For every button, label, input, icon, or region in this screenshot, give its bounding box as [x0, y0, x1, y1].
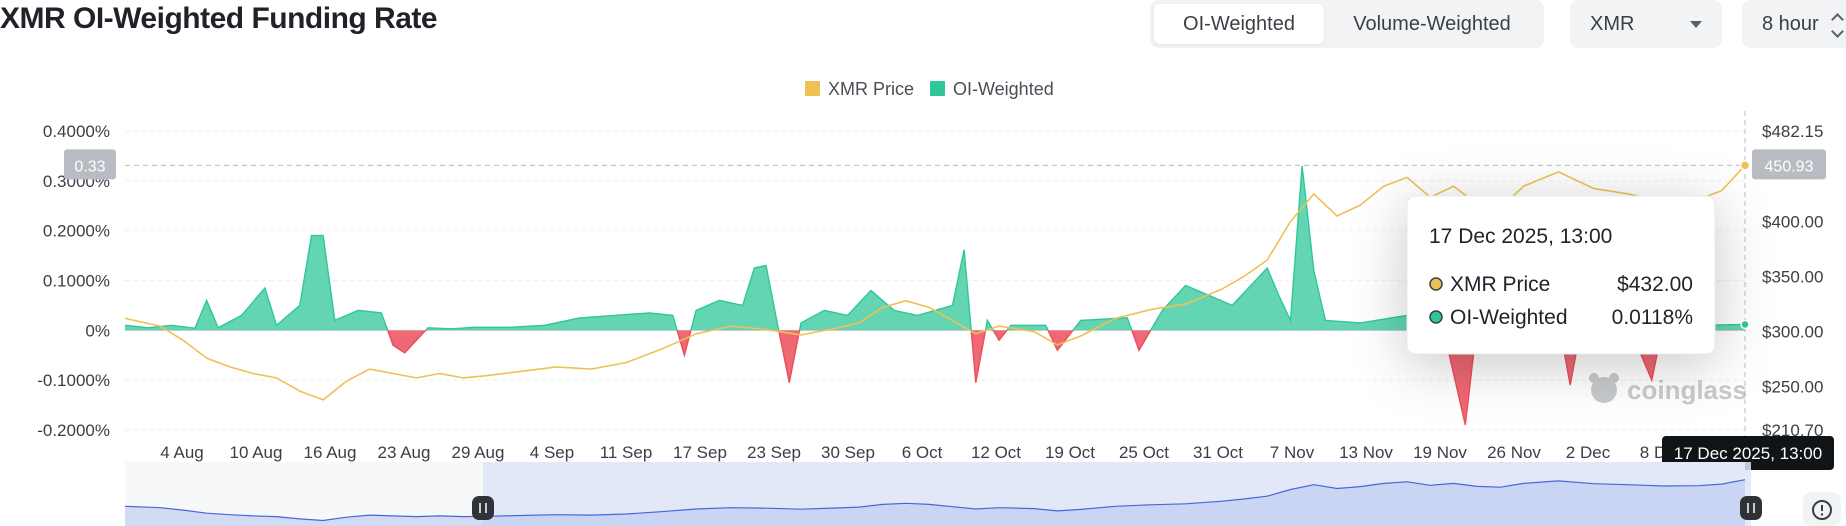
- price-marker: [1739, 160, 1751, 171]
- coinglass-logo-ear: [1589, 373, 1599, 383]
- x-tick-label: 31 Oct: [1193, 443, 1243, 462]
- y-right-tick-label: $300.00: [1762, 323, 1823, 342]
- tooltip-dot: [1429, 277, 1443, 291]
- tooltip-series-value: $432.00: [1617, 273, 1693, 296]
- x-tick-label: 26 Nov: [1487, 443, 1541, 462]
- y-right-tick-label: $350.00: [1762, 268, 1823, 287]
- x-tick-label: 11 Sep: [600, 443, 653, 462]
- coinglass-logo-icon: [1591, 377, 1617, 403]
- y-axis-right: $482.15 $400.00 $350.00 $300.00 $250.00 $210.…: [1762, 122, 1823, 440]
- y-right-tick-label: $482.15: [1762, 122, 1823, 141]
- navigator-line: [124, 479, 1746, 522]
- x-tick-label: 2 Dec: [1566, 443, 1611, 462]
- y-left-tick-label: 0.2000%: [43, 222, 110, 241]
- tab-oi-weighted[interactable]: OI-Weighted: [1154, 4, 1324, 44]
- crosshair-right-label: 450.93: [1765, 158, 1814, 175]
- navigator-area: [125, 479, 1745, 526]
- coinglass-logo-ear: [1609, 373, 1619, 383]
- tooltip-title: 17 Dec 2025, 13:00: [1429, 225, 1612, 248]
- y-right-tick-label: $250.00: [1762, 378, 1823, 397]
- tooltip-series-name: OI-Weighted: [1450, 306, 1568, 329]
- legend-swatch-oi: [930, 81, 945, 96]
- crosshair-x-label-bg: [1662, 436, 1834, 470]
- oi-weighted-line-positive: [125, 165, 1745, 331]
- x-tick-label: 16 Aug: [304, 443, 357, 462]
- legend-swatch-price: [805, 81, 820, 96]
- x-tick-label: 10 Aug: [230, 443, 283, 462]
- tooltip-box: [1406, 195, 1716, 355]
- crosshair: 0.33 450.93 17 Dec 2025, 13:00: [64, 111, 1834, 470]
- interval-select[interactable]: 8 hour: [1742, 0, 1846, 48]
- x-tick-label: 19 Nov: [1413, 443, 1467, 462]
- navigator-handle-right[interactable]: [1740, 496, 1762, 520]
- xmr-price-line: [124, 164, 1746, 401]
- x-tick-label: 19 Oct: [1045, 443, 1095, 462]
- tooltip-series-value: 0.0118%: [1612, 306, 1693, 329]
- x-tick-label: 6 Oct: [902, 443, 943, 462]
- x-tick-label: 7 Nov: [1270, 443, 1315, 462]
- tooltip-dot: [1429, 310, 1443, 324]
- chart-legend: XMR Price OI-Weighted: [805, 79, 1054, 99]
- crosshair-x-label: 17 Dec 2025, 13:00: [1674, 444, 1822, 463]
- page-title: XMR OI-Weighted Funding Rate: [0, 2, 438, 35]
- watermark: coinglass: [1589, 373, 1747, 405]
- gear-icon: [1812, 500, 1832, 520]
- crosshair-left-label: 0.33: [74, 158, 105, 175]
- settings-icon[interactable]: [1803, 492, 1841, 526]
- y-left-tick-label: 0.1000%: [43, 272, 110, 291]
- interval-select-value: 8 hour: [1762, 12, 1819, 35]
- crosshair-left-label-bg: [64, 149, 116, 180]
- legend-label-oi: OI-Weighted: [953, 79, 1054, 99]
- x-tick-label: 17 Sep: [673, 443, 727, 462]
- tooltip: 17 Dec 2025, 13:00 XMR Price $432.00 OI-Wei…: [1406, 195, 1716, 355]
- navigator-handle-left[interactable]: [472, 496, 494, 520]
- gear-icon-dot: [1820, 513, 1824, 516]
- funding-marker: [1740, 319, 1750, 330]
- coin-select-value: XMR: [1590, 12, 1635, 35]
- tab-volume-weighted[interactable]: Volume-Weighted: [1353, 12, 1511, 35]
- x-tick-label: 4 Aug: [160, 443, 204, 462]
- x-tick-label: 23 Sep: [747, 443, 801, 462]
- x-axis: 4 Aug 10 Aug 16 Aug 23 Aug 29 Aug 4 Sep 11 Sep…: [160, 443, 1684, 462]
- x-tick-label: 13 Nov: [1339, 443, 1393, 462]
- legend-label-price: XMR Price: [828, 79, 914, 99]
- y-right-tick-label: $400.00: [1762, 212, 1823, 231]
- crosshair-right-label-bg: [1752, 149, 1826, 180]
- x-tick-label: 12 Oct: [971, 443, 1021, 462]
- y-left-tick-label: 0%: [85, 321, 110, 340]
- chevron-down-icon: [1690, 20, 1702, 28]
- x-tick-label: 25 Oct: [1119, 443, 1169, 462]
- y-right-tick-label: $210.70: [1762, 421, 1823, 440]
- coin-select[interactable]: XMR: [1570, 0, 1722, 48]
- weighting-toggle: OI-Weighted Volume-Weighted: [1150, 0, 1544, 48]
- y-left-tick-label: 0.4000%: [43, 122, 110, 141]
- x-tick-label: 30 Sep: [821, 443, 875, 462]
- x-tick-label: 23 Aug: [378, 443, 431, 462]
- tooltip-series-name: XMR Price: [1450, 273, 1550, 296]
- x-tick-label: 4 Sep: [530, 443, 574, 462]
- watermark-text: coinglass: [1627, 375, 1747, 405]
- x-tick-label: 29 Aug: [452, 443, 505, 462]
- y-left-tick-label: -0.2000%: [37, 421, 110, 440]
- range-navigator: [124, 462, 1762, 526]
- series-oi-weighted: [125, 165, 1745, 426]
- y-left-tick-label: -0.1000%: [37, 371, 110, 390]
